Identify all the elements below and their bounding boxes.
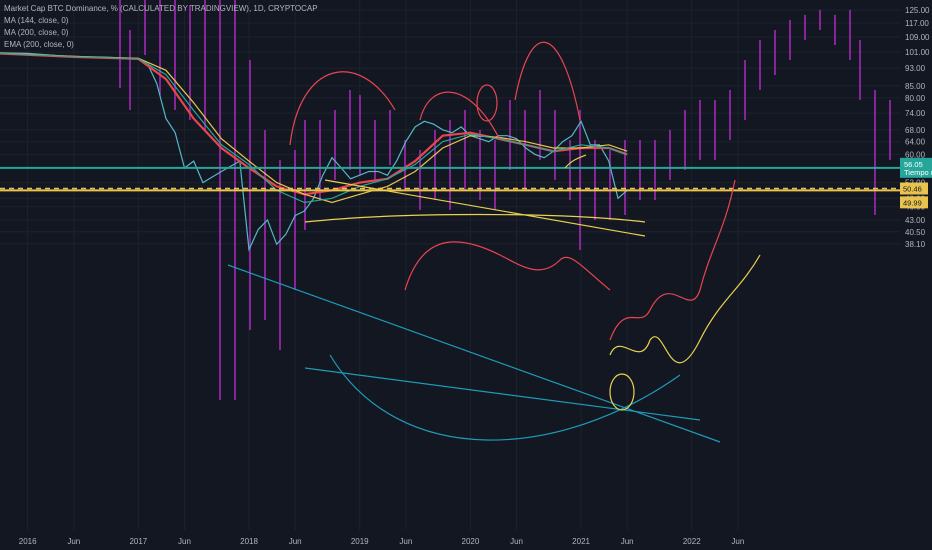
y-tick-label-3: 101.00 [905, 48, 930, 57]
x-tick-label-8: 2020 [462, 537, 480, 546]
red-arc-3 [514, 41, 581, 121]
x-tick-label-11: Jun [621, 537, 634, 546]
series-line-1 [0, 52, 628, 196]
cyan-trendline-1 [227, 264, 721, 443]
legend-ema200: EMA (200, close, 0) [4, 40, 74, 49]
legend-ma200: MA (200, close, 0) [4, 28, 69, 37]
x-tick-label-12: 2022 [683, 537, 701, 546]
cyan-arc [329, 354, 681, 441]
y-tick-label-0: 125.00 [905, 6, 930, 15]
histogram-bars [119, 0, 891, 400]
y-tick-label-9: 64.00 [905, 138, 926, 147]
badge-level-dashed-value: 50.46 [903, 185, 922, 194]
x-tick-label-4: 2018 [240, 537, 258, 546]
badge-level-dashed [900, 182, 928, 195]
badge-current-value: 56.05 [904, 160, 923, 169]
x-tick-label-10: 2021 [572, 537, 590, 546]
y-tick-label-15: 43.00 [905, 216, 926, 225]
yellow-ellipse [609, 373, 635, 411]
legend-title: Market Cap BTC Dominance, % (CALCULATED … [4, 4, 318, 13]
red-projection [609, 179, 736, 341]
grid [0, 0, 900, 530]
badge-current [900, 157, 932, 178]
x-tick-label-3: Jun [178, 537, 191, 546]
badge-current-sub: Tiempo real [904, 168, 932, 177]
price-axis: 125.00 117.00 109.00 101.00 93.00 85.00 80.00 7… [905, 6, 930, 249]
yellow-projection [609, 254, 761, 364]
cyan-trendline-2 [304, 367, 701, 421]
y-tick-label-10: 60.00 [905, 150, 926, 159]
x-tick-label-1: Jun [67, 537, 80, 546]
x-tick-label-6: 2019 [351, 537, 369, 546]
series-line-3 [0, 52, 628, 204]
y-tick-label-2: 109.00 [905, 33, 930, 42]
y-tick-label-7: 74.00 [905, 109, 926, 118]
chart-legend: Market Cap BTC Dominance, % (CALCULATED … [4, 3, 318, 51]
x-tick-label-9: Jun [510, 537, 523, 546]
series-line-2 [0, 52, 628, 204]
y-tick-label-1: 117.00 [905, 19, 929, 28]
red-arc-2 [419, 91, 501, 141]
red-arc-1 [289, 71, 396, 146]
red-arc-4 [404, 241, 611, 291]
yellow-curve [304, 213, 646, 223]
x-tick-label-13: Jun [731, 537, 744, 546]
annotations [227, 41, 761, 443]
x-tick-label-5: Jun [289, 537, 302, 546]
time-axis: 2016 Jun 2017 Jun 2018 Jun 2019 Jun 2020 Jun 2021 J… [19, 537, 745, 546]
y-tick-label-6: 80.00 [905, 94, 926, 103]
y-tick-label-8: 68.00 [905, 126, 926, 135]
x-tick-label-0: 2016 [19, 537, 37, 546]
x-tick-label-2: 2017 [129, 537, 147, 546]
legend-ma144: MA (144, close, 0) [4, 16, 69, 25]
y-tick-label-16: 40.50 [905, 228, 926, 237]
yellow-trendline [324, 179, 646, 237]
x-tick-label-7: Jun [399, 537, 412, 546]
y-tick-label-17: 38.10 [905, 240, 926, 249]
red-ellipse [476, 84, 498, 122]
y-tick-label-5: 85.00 [905, 82, 926, 91]
yellow-small-arrow [564, 154, 587, 169]
y-tick-label-4: 93.00 [905, 64, 926, 73]
badge-level-solid-value: 49.99 [903, 198, 922, 207]
badge-level-solid [900, 196, 928, 209]
